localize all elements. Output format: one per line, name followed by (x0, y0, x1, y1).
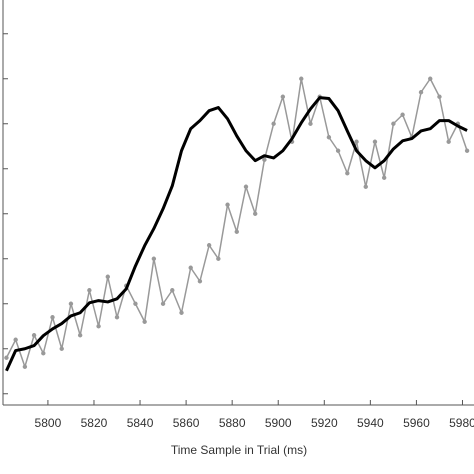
data-point (87, 288, 92, 293)
data-point (418, 90, 424, 95)
data-point (151, 256, 157, 261)
x-tick-label: 5900 (265, 416, 292, 430)
data-point (354, 139, 359, 144)
data-point (446, 139, 451, 144)
data-point (262, 157, 267, 162)
data-point (50, 315, 55, 320)
data-point (4, 355, 9, 360)
data-point (363, 184, 368, 189)
data-point (68, 301, 74, 306)
data-point (133, 301, 138, 306)
data-point (299, 76, 304, 81)
x-tick-label: 5840 (127, 416, 154, 430)
x-tick-label: 5920 (311, 416, 338, 430)
data-point (170, 288, 175, 293)
data-point (216, 256, 221, 261)
data-point (179, 310, 184, 315)
x-tick-label: 5820 (81, 416, 108, 430)
x-tick-label: 5880 (219, 416, 246, 430)
data-point (77, 333, 83, 338)
data-point (31, 333, 37, 338)
data-point (335, 148, 341, 153)
series-line (5, 78, 468, 368)
data-point (234, 229, 239, 234)
data-point (197, 279, 203, 284)
data-point (280, 94, 286, 99)
data-point (345, 171, 350, 176)
data-point (243, 184, 249, 189)
x-tick-label: 5940 (357, 416, 384, 430)
series-line (5, 96, 468, 372)
data-point (96, 324, 101, 329)
data-point (464, 148, 470, 153)
data-point (326, 135, 332, 140)
data-point (437, 94, 442, 99)
data-point (59, 346, 64, 351)
data-point (225, 202, 230, 207)
data-point (372, 139, 378, 144)
data-point (391, 121, 396, 126)
data-point (428, 76, 433, 81)
data-point (252, 211, 258, 216)
data-point (381, 175, 387, 180)
data-point (206, 243, 212, 248)
data-point (22, 364, 28, 369)
data-point (188, 265, 193, 270)
x-tick-label: 5860 (173, 416, 200, 430)
x-tick-label: 5960 (403, 416, 430, 430)
data-point (13, 337, 18, 342)
data-point (142, 319, 147, 324)
data-point (400, 112, 405, 117)
x-tick-label: 5800 (35, 416, 62, 430)
data-point (271, 121, 276, 126)
data-point (308, 121, 313, 126)
data-point (41, 351, 46, 356)
data-point (105, 274, 110, 279)
x-tick-label: 5980 (449, 416, 474, 430)
x-axis-label: Time Sample in Trial (ms) (171, 443, 307, 457)
data-point (114, 315, 120, 320)
data-point (160, 301, 166, 306)
